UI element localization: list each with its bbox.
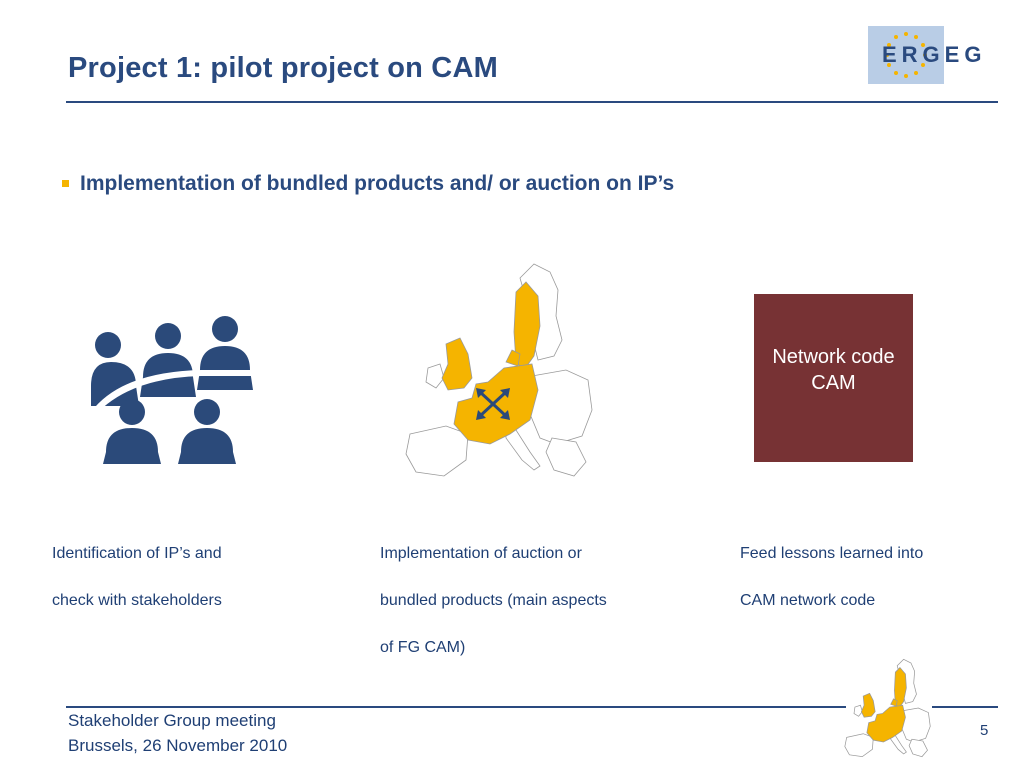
network-code-line2: CAM — [811, 372, 856, 394]
footer-location-date: Brussels, 26 November 2010 — [68, 736, 288, 755]
slide-title: Project 1: pilot project on CAM — [68, 52, 498, 84]
europe-map-icon — [405, 263, 593, 477]
caption-feed-lessons: Feed lessons learned into CAM network co… — [740, 530, 1000, 624]
double-arrow-icon — [476, 388, 510, 420]
footer-divider-left — [66, 706, 846, 708]
bullet-square-icon — [62, 180, 69, 187]
caption-line: Identification of IP’s and — [52, 545, 222, 562]
europe-map-small-icon — [844, 658, 931, 758]
caption-identification: Identification of IP’s and check with st… — [52, 530, 282, 624]
caption-line: Implementation of auction or — [380, 545, 582, 562]
caption-line: of FG CAM) — [380, 639, 466, 656]
people-group-icon — [91, 316, 253, 464]
caption-line: Feed lessons learned into — [740, 545, 924, 562]
footer-divider-right — [932, 706, 998, 708]
network-code-line1: Network code — [772, 346, 895, 368]
title-divider — [66, 101, 998, 103]
caption-line: check with stakeholders — [52, 592, 222, 609]
bullet-item: Implementation of bundled products and/ … — [62, 172, 674, 196]
footer: Stakeholder Group meeting Brussels, 26 N… — [68, 708, 287, 758]
eu-stars-icon — [885, 32, 927, 78]
footer-meeting: Stakeholder Group meeting — [68, 711, 276, 730]
ergeg-logo: ERGEG — [868, 26, 981, 84]
caption-implementation: Implementation of auction or bundled pro… — [380, 530, 680, 671]
caption-line: bundled products (main aspects — [380, 592, 607, 609]
page-number: 5 — [980, 722, 989, 739]
caption-line: CAM network code — [740, 592, 876, 609]
logo-text: ERGEG — [882, 42, 987, 67]
network-code-box: Network code CAM — [754, 294, 913, 462]
bullet-text: Implementation of bundled products and/ … — [80, 172, 675, 195]
